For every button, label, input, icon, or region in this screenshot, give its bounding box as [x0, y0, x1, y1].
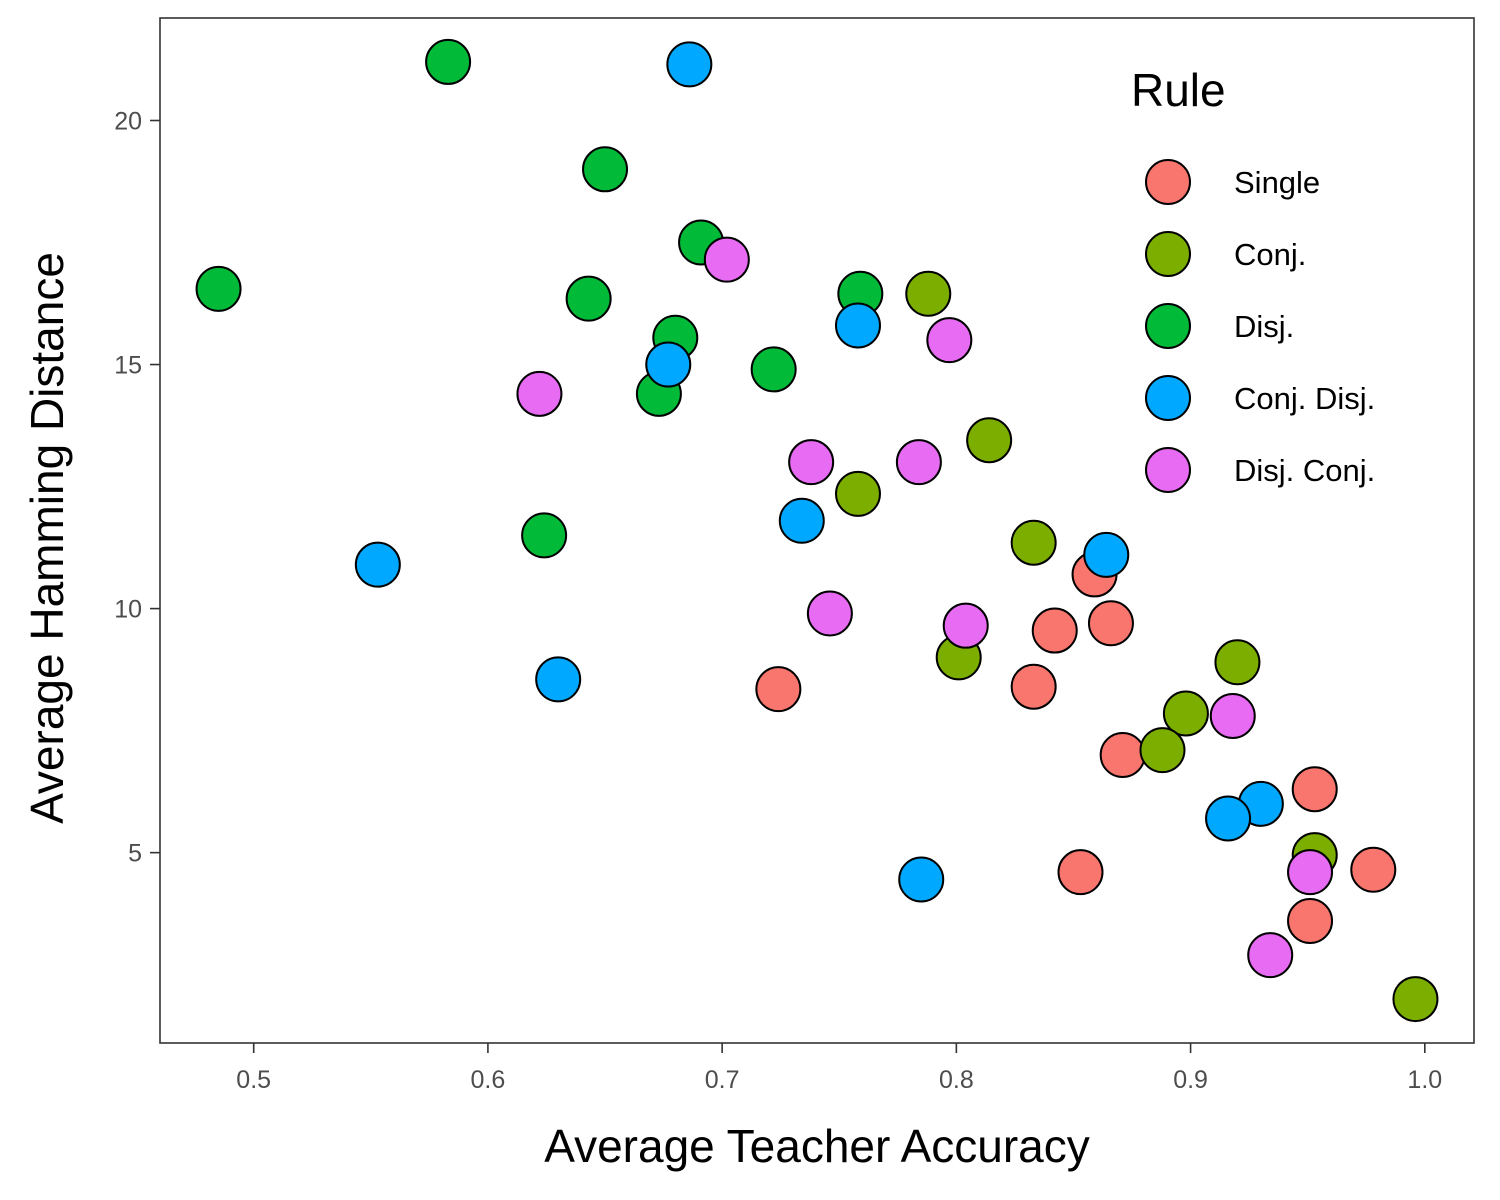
- data-point-conj-disj: [666, 41, 713, 88]
- x-tick-label: 0.5: [236, 1066, 271, 1094]
- data-point-disj-conj: [703, 236, 750, 283]
- x-tick-label: 0.8: [939, 1066, 974, 1094]
- data-point-conj: [966, 417, 1013, 464]
- data-point-disj: [565, 275, 612, 322]
- data-point-single: [1031, 607, 1078, 654]
- y-axis-title: Average Hamming Distance: [21, 252, 73, 824]
- data-point-disj-conj: [895, 439, 942, 486]
- data-point-disj: [521, 512, 568, 559]
- data-point-single: [755, 666, 802, 713]
- data-point-conj-disj: [354, 541, 401, 588]
- data-point-disj: [750, 346, 797, 393]
- y-tick-label: 20: [114, 108, 142, 136]
- data-point-conj-disj: [898, 856, 945, 903]
- legend-label-disj-conj: Disj. Conj.: [1234, 453, 1375, 488]
- data-point-conj-disj: [1205, 795, 1252, 842]
- data-point-conj-disj: [778, 497, 825, 544]
- data-point-disj-conj: [1209, 692, 1256, 739]
- data-point-disj-conj: [516, 370, 563, 417]
- y-tick-label: 10: [114, 596, 142, 624]
- legend-key-disj-conj: [1145, 447, 1191, 493]
- data-point-disj-conj: [1247, 932, 1294, 979]
- legend-label-disj: Disj.: [1234, 309, 1294, 344]
- data-point-single: [1087, 600, 1134, 647]
- x-tick-label: 1.0: [1407, 1066, 1442, 1094]
- x-tick-label: 0.7: [705, 1066, 740, 1094]
- data-point-disj-conj: [926, 317, 973, 364]
- data-point-single: [1057, 849, 1104, 896]
- legend-key-single: [1145, 159, 1191, 205]
- data-point-single: [1099, 732, 1146, 779]
- data-point-conj-disj: [535, 656, 582, 703]
- legend-key-conj: [1145, 231, 1191, 277]
- plot-panel-border: [159, 17, 1475, 1044]
- data-point-disj: [425, 38, 472, 85]
- data-point-conj: [905, 270, 952, 317]
- data-point-conj-disj: [834, 302, 881, 349]
- data-point-single: [1291, 766, 1338, 813]
- data-point-conj: [1162, 690, 1209, 737]
- legend-key-conj-disj: [1145, 375, 1191, 421]
- y-tick-label: 15: [114, 352, 142, 380]
- data-point-disj-conj: [1287, 849, 1334, 896]
- data-point-disj-conj: [788, 439, 835, 486]
- data-point-conj: [1010, 519, 1057, 566]
- legend-title: Rule: [1131, 64, 1226, 116]
- x-axis-title: Average Teacher Accuracy: [544, 1120, 1090, 1172]
- data-point-disj-conj: [806, 590, 853, 637]
- data-point-single: [1350, 846, 1397, 893]
- legend-label-conj: Conj.: [1234, 237, 1306, 272]
- data-point-disj: [582, 146, 629, 193]
- data-point-conj: [1392, 976, 1439, 1023]
- data-point-disj-conj: [942, 602, 989, 649]
- x-axis: 0.5 0.6 0.7 0.8 0.9 1.0: [236, 1043, 1442, 1094]
- data-point-conj: [834, 470, 881, 517]
- legend-label-single: Single: [1234, 165, 1320, 200]
- legend-key-disj: [1145, 303, 1191, 349]
- y-tick-label: 5: [128, 840, 142, 868]
- data-point-conj: [1139, 727, 1186, 774]
- data-point-disj: [195, 265, 242, 312]
- y-axis: 5 10 15 20: [114, 108, 160, 868]
- x-tick-label: 0.9: [1173, 1066, 1208, 1094]
- data-points: [195, 38, 1439, 1023]
- x-tick-label: 0.6: [471, 1066, 506, 1094]
- data-point-conj-disj: [645, 341, 692, 388]
- data-point-conj-disj: [1083, 531, 1130, 578]
- data-point-conj: [1214, 639, 1261, 686]
- legend: Rule Single Conj. Disj. Conj. Disj. Disj. Co…: [1131, 64, 1375, 493]
- data-point-single: [1010, 663, 1057, 710]
- legend-label-conj-disj: Conj. Disj.: [1234, 381, 1375, 416]
- data-point-single: [1287, 897, 1334, 944]
